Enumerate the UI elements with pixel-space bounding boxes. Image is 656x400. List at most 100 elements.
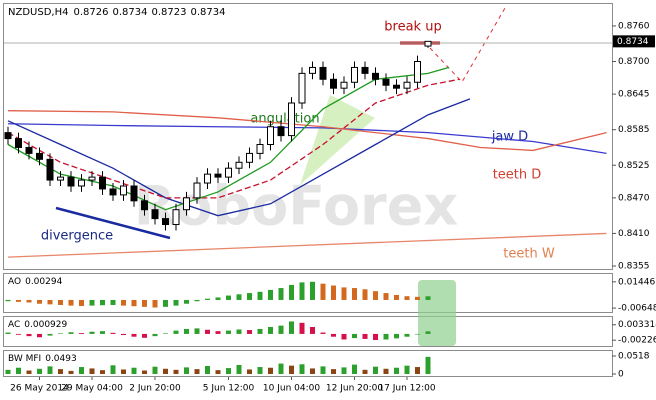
- indicator-bar: [415, 367, 420, 374]
- header-open: 0.8726: [73, 7, 108, 18]
- indicator-bar: [194, 369, 200, 374]
- candle-body: [330, 78, 337, 89]
- indicator-bar: [331, 285, 336, 300]
- indicator-bar: [163, 299, 168, 307]
- indicator-bar: [5, 299, 11, 302]
- indicator-bar: [184, 299, 189, 304]
- indicator-line: [7, 123, 607, 155]
- indicator-bar: [152, 366, 158, 374]
- indicator-bar: [131, 299, 137, 307]
- y-tick-label: 0.8645: [618, 90, 650, 100]
- indicator-name: BW MFI: [8, 354, 41, 364]
- main-panel: [3, 3, 613, 270]
- candle-body: [256, 144, 264, 154]
- header-high: 0.8734: [112, 7, 147, 18]
- indicator-bar: [89, 299, 95, 306]
- candle-body: [225, 167, 232, 178]
- indicator-bar: [215, 297, 221, 300]
- indicator-line: [7, 98, 471, 217]
- header-low: 0.8723: [151, 7, 186, 18]
- indicator-bar: [415, 333, 420, 335]
- candle-body: [288, 102, 295, 137]
- candle-body: [130, 185, 138, 202]
- indicator-bar: [226, 330, 231, 334]
- candle-body: [267, 126, 274, 146]
- indicator-line: [7, 78, 460, 199]
- indicator-bar: [268, 367, 273, 374]
- indicator-bar: [226, 295, 231, 300]
- candle-body: [88, 176, 96, 181]
- indicator-bar: [362, 333, 368, 339]
- indicator-line: [7, 110, 607, 152]
- indicator-bar: [215, 370, 221, 374]
- candle-body: [57, 176, 64, 181]
- indicator-bar: [26, 299, 32, 303]
- indicator-bar: [142, 370, 147, 374]
- indicator-bar: [47, 333, 53, 336]
- indicator-bar: [394, 367, 399, 374]
- indicator-bar: [425, 296, 431, 300]
- indicator-bar: [47, 299, 53, 305]
- indicator-bar: [205, 366, 210, 374]
- indicator-bar: [68, 370, 74, 374]
- candle-body: [36, 152, 43, 160]
- y-tick-label: 0.8525: [618, 161, 650, 171]
- y-tick-label: 0.8355: [618, 262, 650, 272]
- indicator-bar: [58, 333, 63, 334]
- indicator-bar: [425, 356, 431, 374]
- indicator-bar: [100, 299, 105, 306]
- indicator-bar: [362, 289, 368, 300]
- indicator-bar: [26, 333, 32, 337]
- indicator-bar: [394, 294, 399, 300]
- indicator-value: 0.00294: [25, 277, 62, 287]
- candle-body: [109, 188, 117, 196]
- indicator-bar: [89, 331, 95, 334]
- candle-body: [235, 161, 243, 169]
- current-price-box: [613, 35, 655, 48]
- indicator-line: [7, 66, 450, 211]
- indicator-bar: [121, 299, 126, 306]
- indicator-bar: [226, 368, 231, 374]
- candle-body: [424, 40, 432, 47]
- indicator-line: [7, 232, 607, 258]
- x-tick-label: 5 Jun 12:00: [203, 384, 255, 394]
- indicator-bar: [341, 287, 347, 300]
- indicator-bar: [383, 293, 389, 300]
- indicator-header: AO 0.00294: [8, 277, 63, 287]
- ac-panel: [3, 316, 613, 347]
- indicator-bar: [278, 325, 284, 334]
- indicator-bar: [215, 331, 221, 334]
- divergence-line: [55, 206, 171, 240]
- indicator-bar: [100, 370, 105, 374]
- candle-body: [162, 218, 169, 226]
- indicator-bar: [331, 369, 336, 374]
- indicator-bar: [320, 332, 326, 334]
- y-tick-label: -0.00226: [618, 336, 656, 346]
- candle-body: [141, 200, 148, 211]
- y-tick-label: 0.0518: [618, 352, 650, 362]
- indicator-bar: [131, 367, 137, 374]
- y-tick-label: 0.01446: [618, 277, 655, 287]
- indicator-bar: [173, 330, 179, 334]
- annotation: angulation: [250, 112, 319, 127]
- y-tick-label: 0: [618, 369, 624, 379]
- indicator-bar: [110, 365, 116, 374]
- indicator-bar: [404, 365, 410, 374]
- indicator-bar: [5, 369, 11, 374]
- candle-body: [319, 66, 327, 80]
- y-tick-label: 0.8700: [618, 57, 650, 67]
- indicator-bar: [79, 333, 84, 334]
- indicator-bar: [299, 322, 305, 334]
- candle-body: [78, 179, 85, 187]
- candle-body: [204, 173, 211, 184]
- indicator-bar: [289, 284, 294, 300]
- annotation: teeth W: [503, 247, 555, 262]
- indicator-bar: [352, 364, 357, 374]
- indicator-bar: [142, 299, 147, 307]
- y-tick-label: 0.8760: [618, 21, 650, 31]
- indicator-bar: [121, 369, 126, 374]
- indicator-bar: [5, 332, 11, 334]
- mfi-panel: [3, 350, 613, 377]
- candle-body: [298, 72, 306, 104]
- x-tick-label: 2 Jun 20:00: [129, 384, 181, 394]
